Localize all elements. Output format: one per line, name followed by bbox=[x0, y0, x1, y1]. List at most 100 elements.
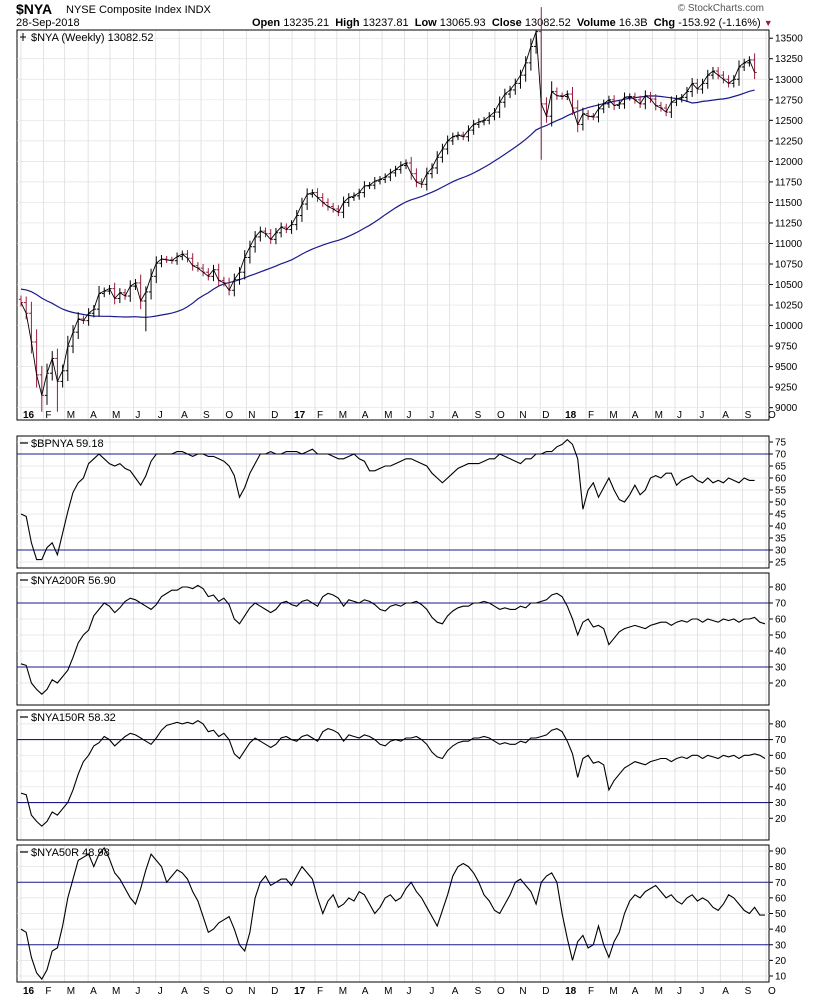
y-tick-label: 9750 bbox=[775, 342, 798, 353]
y-tick-label: 30 bbox=[775, 940, 787, 951]
y-tick-label: 20 bbox=[775, 814, 787, 825]
y-tick-label: 60 bbox=[775, 474, 787, 485]
down-arrow-icon: ▼ bbox=[763, 18, 773, 28]
x-month-label: A bbox=[90, 986, 97, 997]
x-month-label: O bbox=[768, 410, 776, 421]
x-month-label: J bbox=[406, 410, 411, 421]
x-month-label: S bbox=[203, 986, 210, 997]
x-month-label: J bbox=[429, 986, 434, 997]
x-month-label: A bbox=[722, 410, 729, 421]
x-month-label: O bbox=[497, 986, 505, 997]
y-tick-label: 40 bbox=[775, 782, 787, 793]
panel-legend: $NYA (Weekly) 13082.52 bbox=[31, 32, 154, 44]
x-month-label: O bbox=[768, 986, 776, 997]
panel-legend: $NYA200R 56.90 bbox=[31, 575, 116, 587]
close-label: Close bbox=[491, 17, 522, 29]
x-month-label: F bbox=[317, 986, 323, 997]
x-month-label: S bbox=[203, 410, 210, 421]
panel-frame bbox=[16, 709, 770, 841]
x-month-label: S bbox=[745, 410, 752, 421]
x-month-label: 18 bbox=[565, 986, 577, 997]
indicator-line bbox=[20, 846, 765, 981]
high-label: High bbox=[335, 17, 360, 29]
y-tick-label: 11750 bbox=[775, 177, 803, 188]
volume-label: Volume bbox=[576, 17, 616, 29]
watermark: © StockCharts.com bbox=[677, 3, 764, 14]
x-month-label: J bbox=[429, 410, 434, 421]
panel-legend: $BPNYA 59.18 bbox=[31, 438, 104, 450]
x-month-label: M bbox=[112, 986, 120, 997]
x-month-label: J bbox=[699, 410, 704, 421]
x-month-label: M bbox=[67, 986, 75, 997]
x-month-label: D bbox=[271, 410, 278, 421]
y-tick-label: 80 bbox=[775, 719, 787, 730]
y-tick-label: 10 bbox=[775, 972, 787, 983]
x-month-label: M bbox=[339, 986, 347, 997]
x-month-label: J bbox=[158, 410, 163, 421]
y-tick-label: 80 bbox=[775, 583, 787, 594]
x-month-label: M bbox=[655, 410, 663, 421]
x-month-label: F bbox=[45, 986, 51, 997]
x-month-label: F bbox=[45, 410, 51, 421]
indicator-line bbox=[20, 438, 755, 561]
y-tick-label: 60 bbox=[775, 615, 787, 626]
chg-value: -153.92 (-1.16%) bbox=[678, 17, 761, 29]
x-month-label: M bbox=[112, 410, 120, 421]
low-value: 13065.93 bbox=[439, 17, 486, 29]
close-value: 13082.52 bbox=[524, 17, 571, 29]
y-tick-label: 30 bbox=[775, 798, 787, 809]
y-tick-label: 75 bbox=[775, 438, 787, 449]
x-month-label: A bbox=[722, 986, 729, 997]
x-month-label: 16 bbox=[23, 986, 35, 997]
x-month-label: S bbox=[745, 986, 752, 997]
y-tick-label: 90 bbox=[775, 847, 787, 858]
y-tick-label: 10750 bbox=[775, 260, 803, 271]
x-month-label: D bbox=[271, 986, 278, 997]
x-month-label: J bbox=[699, 986, 704, 997]
x-month-label: J bbox=[677, 410, 682, 421]
low-label: Low bbox=[414, 17, 437, 29]
y-tick-label: 20 bbox=[775, 679, 787, 690]
y-tick-label: 25 bbox=[775, 558, 787, 569]
x-month-label: S bbox=[475, 986, 482, 997]
x-month-label: A bbox=[362, 410, 369, 421]
x-month-label: N bbox=[519, 410, 526, 421]
y-tick-label: 55 bbox=[775, 486, 787, 497]
y-tick-label: 50 bbox=[775, 631, 787, 642]
x-month-label: M bbox=[384, 410, 392, 421]
y-tick-label: 50 bbox=[775, 909, 787, 920]
x-month-label: A bbox=[452, 986, 459, 997]
x-month-label: J bbox=[677, 986, 682, 997]
x-month-label: F bbox=[317, 410, 323, 421]
panel-legend: $NYA150R 58.32 bbox=[31, 712, 116, 724]
y-tick-label: 11250 bbox=[775, 218, 803, 229]
x-month-label: A bbox=[362, 986, 369, 997]
y-tick-label: 13500 bbox=[775, 34, 803, 45]
y-tick-label: 10250 bbox=[775, 301, 803, 312]
moving-average-line bbox=[20, 89, 755, 318]
y-tick-label: 10000 bbox=[775, 321, 803, 332]
y-tick-label: 65 bbox=[775, 462, 787, 473]
x-month-label: 18 bbox=[565, 410, 577, 421]
y-tick-label: 70 bbox=[775, 599, 787, 610]
x-month-label: J bbox=[406, 986, 411, 997]
volume-value: 16.3B bbox=[618, 17, 648, 29]
y-tick-label: 12250 bbox=[775, 136, 803, 147]
y-tick-label: 13000 bbox=[775, 75, 803, 86]
x-month-label: N bbox=[248, 986, 255, 997]
x-month-label: A bbox=[632, 986, 639, 997]
chg-label: Chg bbox=[653, 17, 676, 29]
x-month-label: 17 bbox=[294, 986, 306, 997]
y-tick-label: 20 bbox=[775, 956, 787, 967]
y-tick-label: 12750 bbox=[775, 95, 803, 106]
chart-date: 28-Sep-2018 bbox=[16, 17, 80, 29]
x-month-label: O bbox=[225, 986, 233, 997]
y-tick-label: 50 bbox=[775, 498, 787, 509]
close-line bbox=[20, 31, 756, 396]
x-month-label: J bbox=[135, 986, 140, 997]
x-month-label: A bbox=[452, 410, 459, 421]
x-month-label: N bbox=[248, 410, 255, 421]
x-month-label: M bbox=[67, 410, 75, 421]
x-month-label: M bbox=[384, 986, 392, 997]
